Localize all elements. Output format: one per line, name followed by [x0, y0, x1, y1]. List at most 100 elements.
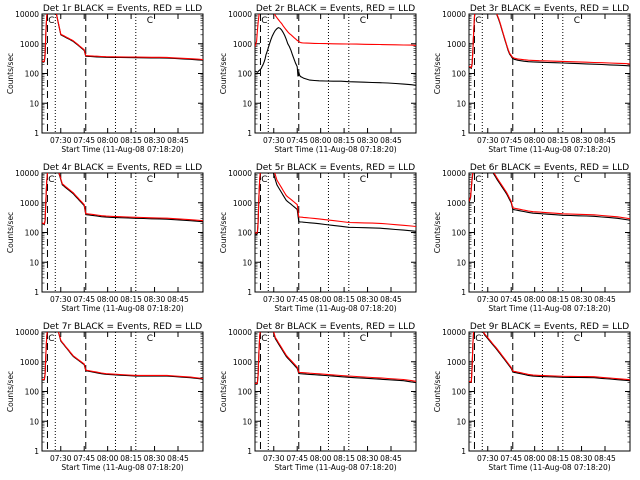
x-tick-label: 07:30 [477, 454, 499, 463]
x-axis-label: Start Time (11-Aug-08 07:18:20) [61, 463, 183, 472]
y-tick-label: 10000 [442, 10, 466, 19]
y-tick-label: 1000 [20, 40, 39, 49]
y-tick-label: 10 [242, 258, 252, 267]
series-events [255, 332, 416, 385]
x-tick-label: 08:15 [547, 295, 569, 304]
x-tick-label: 07:30 [50, 136, 72, 145]
x-tick-label: 08:15 [120, 295, 142, 304]
x-tick-label: 08:15 [120, 136, 142, 145]
x-tick-label: 07:45 [500, 454, 522, 463]
x-tick-label: 07:30 [50, 454, 72, 463]
y-tick-label: 100 [238, 229, 253, 238]
x-tick-label: 08:00 [310, 295, 332, 304]
y-tick-label: 1000 [20, 199, 39, 208]
x-tick-label: 08:45 [167, 136, 189, 145]
series-lld [42, 173, 203, 225]
plot-frame [468, 13, 631, 134]
y-tick-label: 10 [29, 258, 39, 267]
y-tick-label: 1 [34, 129, 39, 138]
y-tick-label: 10000 [442, 328, 466, 337]
y-tick-label: 10000 [228, 169, 252, 178]
series-lld [469, 332, 630, 383]
series-events [42, 173, 203, 226]
y-tick-label: 100 [452, 70, 467, 79]
marker-glyph: C [261, 175, 267, 185]
panel-det-7: Det 7r BLACK = Events, RED = LLD 1 10 100 10… [6, 322, 204, 472]
plot-frame [468, 331, 631, 452]
y-tick-label: 10 [242, 417, 252, 426]
x-tick-label: 08:15 [333, 295, 355, 304]
x-tick-label: 08:15 [120, 454, 142, 463]
x-tick-label: 08:00 [97, 295, 119, 304]
x-tick-label: 07:45 [73, 136, 95, 145]
y-tick-label: 10 [29, 99, 39, 108]
plot-frame [254, 13, 417, 134]
y-tick-label: 1 [461, 447, 466, 456]
y-tick-label: 1000 [233, 199, 252, 208]
x-axis-label: Start Time (11-Aug-08 07:18:20) [488, 463, 610, 472]
y-axis-label: Counts/sec [219, 53, 228, 94]
panel-det-5: Det 5r BLACK = Events, RED = LLD 1 10 100 10… [219, 163, 417, 313]
series-lld [469, 173, 630, 220]
y-axis-label: Counts/sec [6, 53, 15, 94]
y-tick-label: 100 [238, 70, 253, 79]
marker-glyph: C [360, 334, 366, 344]
x-tick-label: 08:45 [594, 136, 616, 145]
y-tick-label: 10 [456, 258, 466, 267]
y-tick-label: 10000 [15, 328, 39, 337]
x-axis-label: Start Time (11-Aug-08 07:18:20) [274, 304, 396, 313]
y-tick-label: 10000 [228, 10, 252, 19]
y-tick-label: 100 [452, 388, 467, 397]
y-tick-label: 1000 [233, 358, 252, 367]
series-lld [255, 14, 416, 47]
panel-title: Det 1r BLACK = Events, RED = LLD [43, 4, 202, 14]
marker-glyph: C [360, 16, 366, 26]
y-tick-label: 1000 [233, 40, 252, 49]
x-tick-label: 07:30 [263, 295, 285, 304]
panel-title: Det 5r BLACK = Events, RED = LLD [256, 163, 415, 173]
marker-glyph: C [261, 16, 267, 26]
y-tick-label: 10000 [15, 10, 39, 19]
marker-glyph: C [147, 175, 153, 185]
y-tick-label: 10000 [442, 169, 466, 178]
x-tick-label: 08:45 [380, 295, 402, 304]
x-tick-label: 08:45 [380, 136, 402, 145]
x-tick-label: 08:30 [571, 295, 593, 304]
panel-title: Det 7r BLACK = Events, RED = LLD [43, 322, 202, 332]
panel-title: Det 6r BLACK = Events, RED = LLD [470, 163, 629, 173]
marker-glyph: C [48, 175, 54, 185]
panel-title: Det 4r BLACK = Events, RED = LLD [43, 163, 202, 173]
series-lld [42, 14, 203, 63]
y-axis-label: Counts/sec [433, 53, 442, 94]
x-axis-label: Start Time (11-Aug-08 07:18:20) [61, 304, 183, 313]
marker-glyph: C [261, 334, 267, 344]
x-tick-label: 07:30 [263, 454, 285, 463]
y-tick-label: 1 [247, 447, 252, 456]
x-tick-label: 08:45 [380, 454, 402, 463]
y-axis-label: Counts/sec [6, 212, 15, 253]
y-tick-label: 10 [456, 417, 466, 426]
x-tick-label: 08:00 [97, 136, 119, 145]
y-axis-label: Counts/sec [219, 371, 228, 412]
plot-frame [41, 13, 204, 134]
x-tick-label: 08:00 [310, 454, 332, 463]
x-axis-label: Start Time (11-Aug-08 07:18:20) [61, 145, 183, 154]
y-tick-label: 1000 [447, 199, 466, 208]
plot-frame [254, 172, 417, 293]
marker-glyph: C [574, 16, 580, 26]
y-tick-label: 10 [456, 99, 466, 108]
x-tick-label: 07:45 [500, 136, 522, 145]
panel-det-1: Det 1r BLACK = Events, RED = LLD 1 10 100 10… [6, 4, 204, 154]
y-tick-label: 100 [25, 70, 40, 79]
x-tick-label: 07:30 [50, 295, 72, 304]
x-tick-label: 07:30 [477, 295, 499, 304]
x-tick-label: 08:00 [310, 136, 332, 145]
y-tick-label: 100 [238, 388, 253, 397]
x-tick-label: 07:45 [286, 295, 308, 304]
x-tick-label: 08:45 [594, 454, 616, 463]
x-axis-label: Start Time (11-Aug-08 07:18:20) [488, 145, 610, 154]
y-axis-label: Counts/sec [433, 371, 442, 412]
x-tick-label: 08:30 [357, 454, 379, 463]
y-tick-label: 10 [242, 99, 252, 108]
x-tick-label: 08:15 [333, 454, 355, 463]
